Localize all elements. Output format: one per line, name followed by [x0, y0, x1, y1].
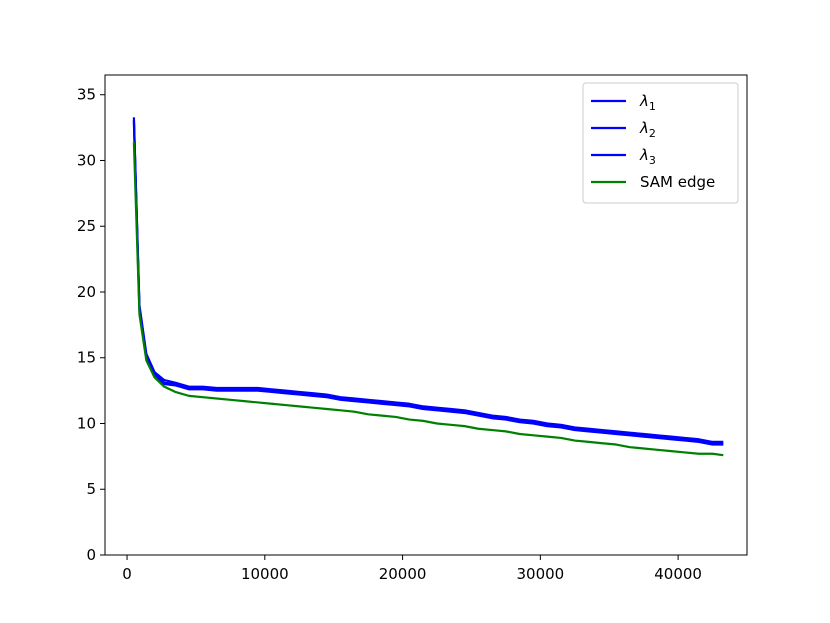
y-tick-label: 10 [77, 414, 96, 432]
x-tick-label: 0 [122, 565, 132, 583]
series-line-4 [132, 142, 724, 457]
series-line-2 [132, 119, 724, 445]
y-tick-label: 20 [77, 283, 96, 301]
y-tick-label: 35 [77, 86, 96, 104]
x-tick-label: 10000 [241, 565, 289, 583]
legend-label-3: λ3 [639, 146, 656, 167]
legend-label-4: SAM edge [640, 173, 715, 191]
series-line-3 [132, 122, 724, 446]
y-tick-label: 30 [77, 151, 96, 169]
series-layer [132, 117, 724, 457]
legend-label-1: λ1 [639, 92, 656, 113]
series-line-1 [132, 117, 724, 443]
plot-frame [104, 74, 748, 556]
y-tick-label: 0 [86, 546, 96, 564]
x-tick-label: 20000 [379, 565, 427, 583]
legend-box [582, 82, 739, 204]
x-tick-label: 30000 [516, 565, 564, 583]
legend: λ1 λ2 λ3 SAM edge [582, 82, 739, 204]
x-tick-label: 40000 [654, 565, 702, 583]
y-tick-label: 25 [77, 217, 96, 235]
y-tick-label: 15 [77, 349, 96, 367]
y-tick-label: 5 [86, 480, 96, 498]
legend-label-2: λ2 [639, 119, 656, 140]
axes-layer: 0 10000 20000 30000 40000 0 5 10 15 20 25 30 35 [77, 74, 748, 583]
